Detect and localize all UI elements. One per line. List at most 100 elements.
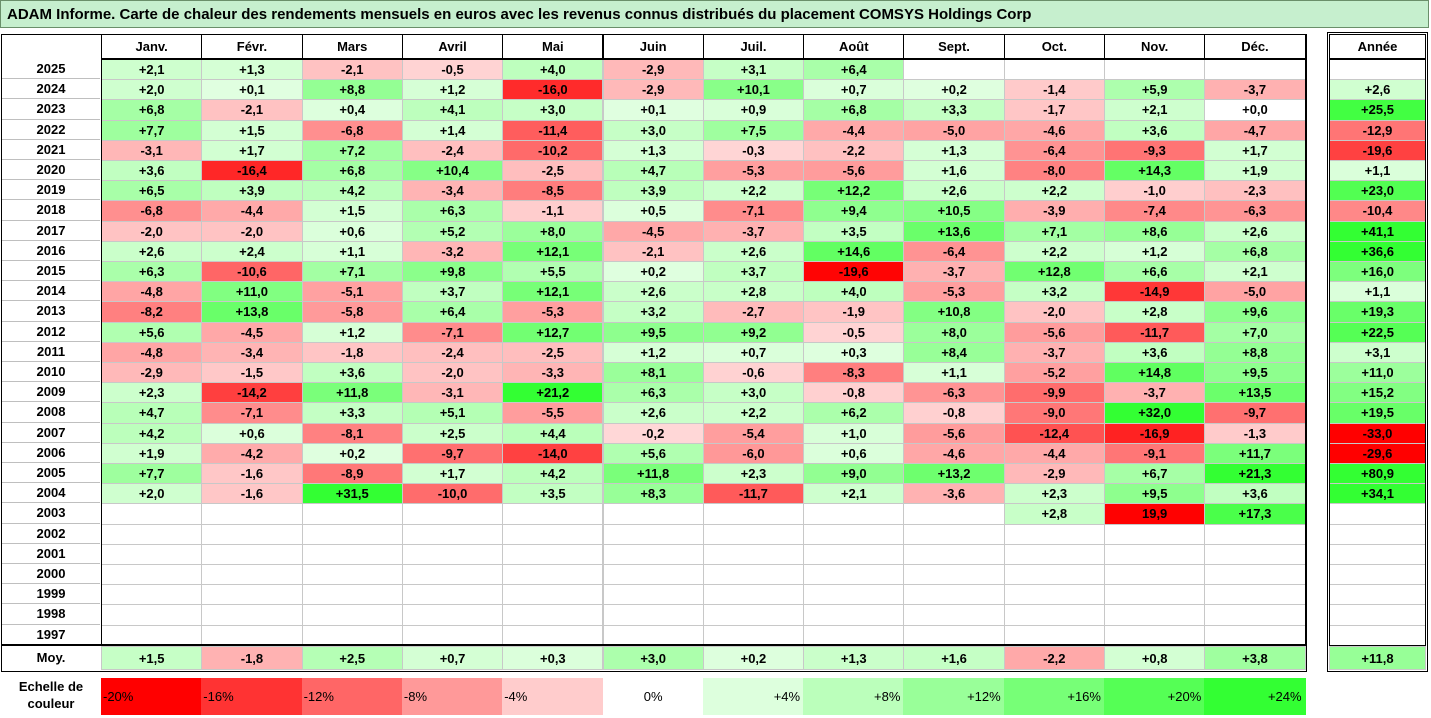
heatmap-cell: -5,6 xyxy=(1003,321,1105,343)
heatmap-cell: +1,9 xyxy=(101,442,203,464)
heatmap-cell xyxy=(1104,604,1206,626)
annual-cell: -29,6 xyxy=(1329,442,1426,464)
heatmap-cell xyxy=(301,604,403,626)
heatmap-cell: +5,6 xyxy=(101,321,203,343)
annual-cell xyxy=(1329,584,1426,606)
heatmap-cell xyxy=(803,624,905,646)
annual-cell: +19,3 xyxy=(1329,301,1426,323)
heatmap-cell xyxy=(1104,59,1206,81)
scale-swatch: +24% xyxy=(1204,678,1306,715)
heatmap-cell: +7,1 xyxy=(301,261,403,283)
annual-cell: +19,5 xyxy=(1329,402,1426,424)
heatmap-cell: +12,1 xyxy=(502,281,604,303)
heatmap-cell: -5,2 xyxy=(1003,362,1105,384)
heatmap-cell xyxy=(1003,604,1105,626)
heatmap-cell xyxy=(1204,624,1306,646)
heatmap-cell xyxy=(602,564,704,586)
heatmap-cell: -6,8 xyxy=(101,200,203,222)
annual-cell: +1,1 xyxy=(1329,160,1426,182)
heatmap-cell: -4,5 xyxy=(201,321,303,343)
year-label: 2019 xyxy=(2,180,100,201)
heatmap-cell: -5,6 xyxy=(803,160,905,182)
heatmap-cell: -8,2 xyxy=(101,301,203,323)
heatmap-cell: +0,1 xyxy=(201,79,303,101)
heatmap-cell: -2,0 xyxy=(1003,301,1105,323)
heatmap-cell: +3,2 xyxy=(602,301,704,323)
heatmap-cell xyxy=(1003,59,1105,81)
heatmap-cell xyxy=(1204,564,1306,586)
annual-cell: +1,1 xyxy=(1329,281,1426,303)
heatmap-cell: -6,0 xyxy=(702,442,805,464)
heatmap-cell: -8,0 xyxy=(1003,160,1105,182)
heatmap-cell xyxy=(301,523,403,545)
heatmap-cell: +0,1 xyxy=(602,99,704,121)
heatmap-cell: +3,3 xyxy=(301,402,403,424)
heatmap-cell: +2,1 xyxy=(803,483,905,505)
heatmap-cell xyxy=(301,543,403,565)
heatmap-cell: +2,4 xyxy=(201,240,303,262)
heatmap-cell xyxy=(1204,604,1306,626)
year-label: 2018 xyxy=(2,200,100,221)
heatmap-cell: -4,5 xyxy=(602,220,704,242)
heatmap-cell: +11,0 xyxy=(201,281,303,303)
heatmap-cell: +0,0 xyxy=(1204,99,1306,121)
heatmap-cell: +3,3 xyxy=(903,99,1005,121)
heatmap-cell: -5,0 xyxy=(903,119,1005,141)
heatmap-cell: +10,4 xyxy=(401,160,504,182)
month-header: Févr. xyxy=(201,34,303,59)
heatmap-cell: +21,2 xyxy=(502,382,604,404)
heatmap-cell xyxy=(903,604,1005,626)
annual-cell xyxy=(1329,59,1426,81)
heatmap-cell xyxy=(702,624,805,646)
heatmap-cell: -5,4 xyxy=(702,422,805,444)
heatmap-cell xyxy=(502,584,604,606)
heatmap-cell: +6,2 xyxy=(803,402,905,424)
heatmap-cell xyxy=(401,564,504,586)
heatmap-cell xyxy=(803,523,905,545)
heatmap-cell: +1,7 xyxy=(201,139,303,161)
heatmap-cell: +17,3 xyxy=(1204,503,1306,525)
heatmap-cell: -5,3 xyxy=(702,160,805,182)
heatmap-cell xyxy=(803,584,905,606)
heatmap-cell xyxy=(101,604,203,626)
heatmap-cell: +3,7 xyxy=(401,281,504,303)
scale-swatch: -4% xyxy=(502,678,604,715)
heatmap-cell: +13,2 xyxy=(903,463,1005,485)
heatmap-cell: +6,8 xyxy=(301,160,403,182)
heatmap-cell: -14,0 xyxy=(502,442,604,464)
heatmap-cell xyxy=(602,543,704,565)
heatmap-cell: -0,6 xyxy=(702,362,805,384)
year-label: 2020 xyxy=(2,160,100,181)
heatmap-cell: +1,5 xyxy=(301,200,403,222)
heatmap-cell: +5,6 xyxy=(602,442,704,464)
heatmap-cell: +9,4 xyxy=(803,200,905,222)
heatmap-cell: +0,6 xyxy=(301,220,403,242)
heatmap-cell: +9,5 xyxy=(1204,362,1306,384)
heatmap-cell: +4,2 xyxy=(101,422,203,444)
heatmap-cell: -3,7 xyxy=(1104,382,1206,404)
heatmap-cell: -0,2 xyxy=(602,422,704,444)
year-label: 2004 xyxy=(2,483,100,504)
year-label: 2013 xyxy=(2,301,100,322)
year-label: 2006 xyxy=(2,443,100,463)
heatmap-cell: -7,4 xyxy=(1104,200,1206,222)
heatmap-cell: -5,3 xyxy=(502,301,604,323)
heatmap-cell xyxy=(1204,543,1306,565)
month-header: Déc. xyxy=(1204,34,1306,59)
heatmap-cell: +13,5 xyxy=(1204,382,1306,404)
heatmap-cell: -3,4 xyxy=(201,341,303,363)
annual-cell: -10,4 xyxy=(1329,200,1426,222)
heatmap-cell: +4,4 xyxy=(502,422,604,444)
heatmap-cell: +8,3 xyxy=(602,483,704,505)
heatmap-cell: +0,2 xyxy=(602,261,704,283)
heatmap-cell: -2,0 xyxy=(201,220,303,242)
average-cell: +1,6 xyxy=(903,646,1005,670)
heatmap-cell xyxy=(1204,59,1306,81)
heatmap-cell: +8,1 xyxy=(602,362,704,384)
heatmap-cell: +2,8 xyxy=(1104,301,1206,323)
heatmap-cell: -7,1 xyxy=(401,321,504,343)
heatmap-cell: -9,7 xyxy=(1204,402,1306,424)
heatmap-cell: -3,9 xyxy=(1003,200,1105,222)
heatmap-cell: +4,7 xyxy=(602,160,704,182)
heatmap-cell: +1,3 xyxy=(201,59,303,81)
